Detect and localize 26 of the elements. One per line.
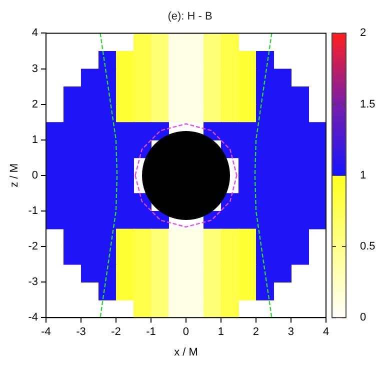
x-tick-label: -3	[76, 326, 86, 338]
y-tick-label: 4	[32, 27, 38, 40]
color-bar-label: 1.5	[360, 98, 376, 110]
x-tick-label: 4	[322, 326, 330, 338]
y-tick-label: -3	[28, 276, 38, 288]
y-tick-label: 0	[32, 169, 38, 182]
x-tick-label: 1	[218, 326, 224, 338]
x-tick-label: 2	[252, 326, 260, 338]
color-bar-label: 2	[360, 27, 366, 40]
y-tick-label: -2	[28, 240, 38, 253]
y-tick-label: -1	[28, 204, 38, 217]
x-tick-label: -4	[41, 326, 51, 338]
color-bar-label: 0	[360, 312, 366, 324]
x-tick-label: -1	[146, 326, 156, 338]
y-tick-label: 3	[32, 62, 38, 75]
x-axis-title: x / M	[174, 346, 198, 358]
x-tick-label: -2	[111, 326, 121, 338]
chart-title: (e): H - B	[168, 10, 212, 23]
y-tick-label: 2	[32, 98, 38, 110]
y-tick-label: -4	[28, 312, 38, 324]
color-bar-label: 1	[360, 169, 366, 182]
x-tick-label: 0	[182, 326, 190, 338]
y-tick-label: 1	[32, 134, 38, 146]
color-bar-label: 0.5	[360, 240, 376, 253]
y-axis-title: z / M	[8, 163, 21, 188]
x-tick-label: 3	[288, 326, 294, 338]
